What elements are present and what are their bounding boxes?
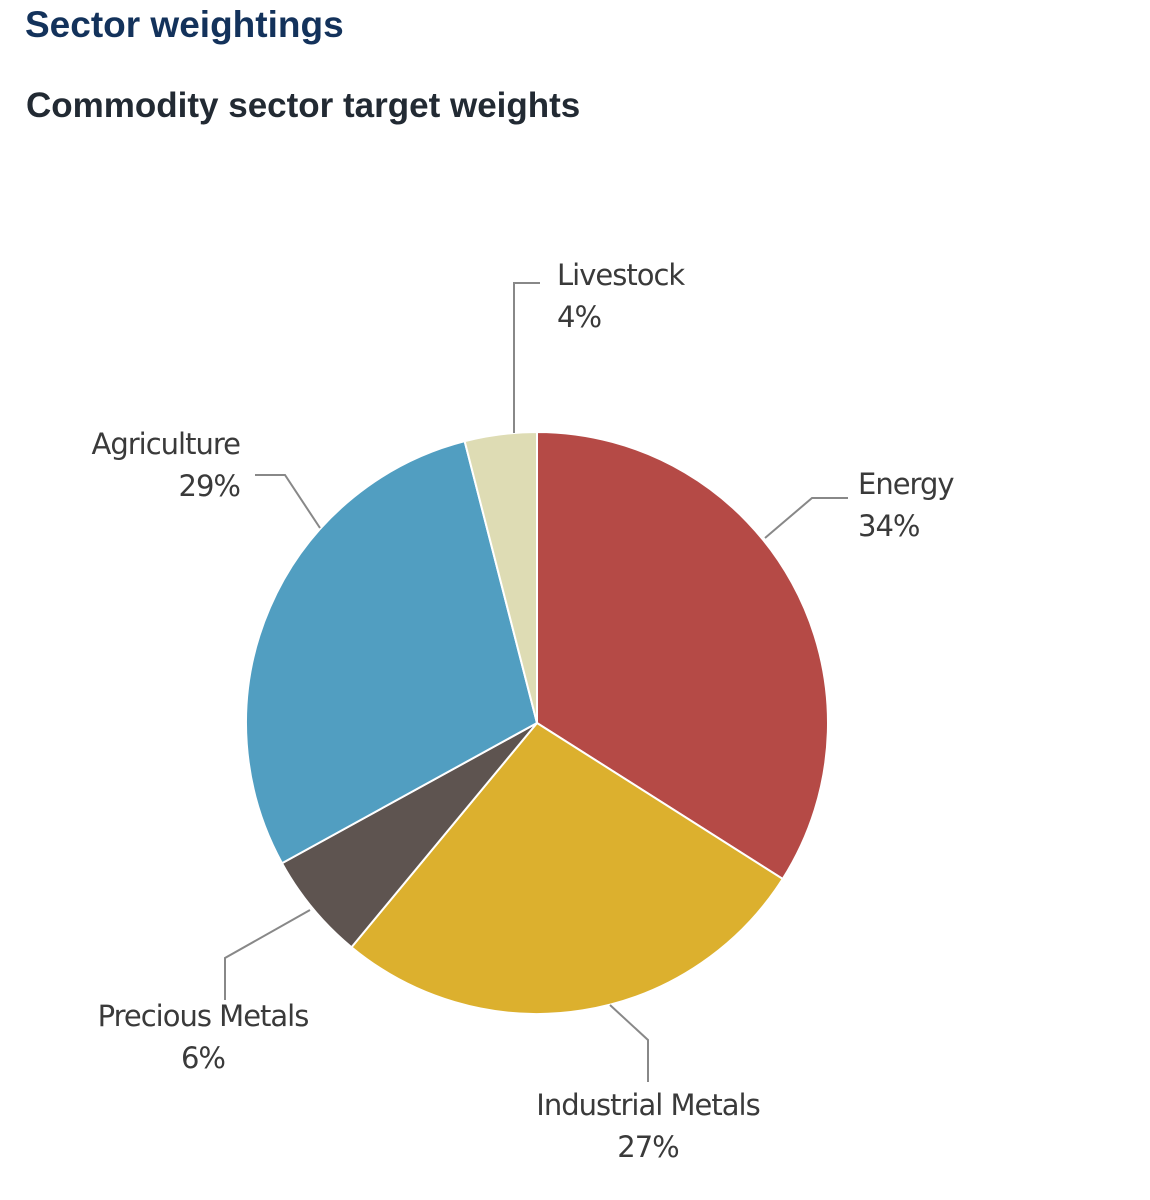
data-label-value: 4% (557, 300, 601, 334)
leader-line (255, 474, 321, 529)
chart-subtitle: Commodity sector target weights (26, 86, 581, 125)
data-label-name: Industrial Metals (536, 1088, 759, 1122)
leader-line (513, 282, 540, 433)
data-label-name: Agriculture (92, 427, 241, 461)
data-label-value: 6% (181, 1041, 225, 1075)
pie-slice-livestock (463, 430, 538, 724)
data-label-name: Precious Metals (98, 999, 309, 1033)
pie-slice-agriculture (245, 439, 539, 865)
leader-line (609, 1004, 649, 1082)
leader-line (764, 497, 848, 539)
data-label-value: 29% (179, 469, 240, 503)
leader-line (224, 909, 311, 1000)
pie-slice-industrial-metals (350, 721, 785, 1015)
pie-slice-energy (536, 430, 829, 881)
data-label-name: Livestock (557, 258, 685, 292)
data-label-value: 34% (858, 509, 919, 543)
chart-title: Sector weightings (25, 4, 344, 45)
data-label-value: 27% (617, 1130, 678, 1164)
data-label-name: Energy (858, 467, 954, 501)
